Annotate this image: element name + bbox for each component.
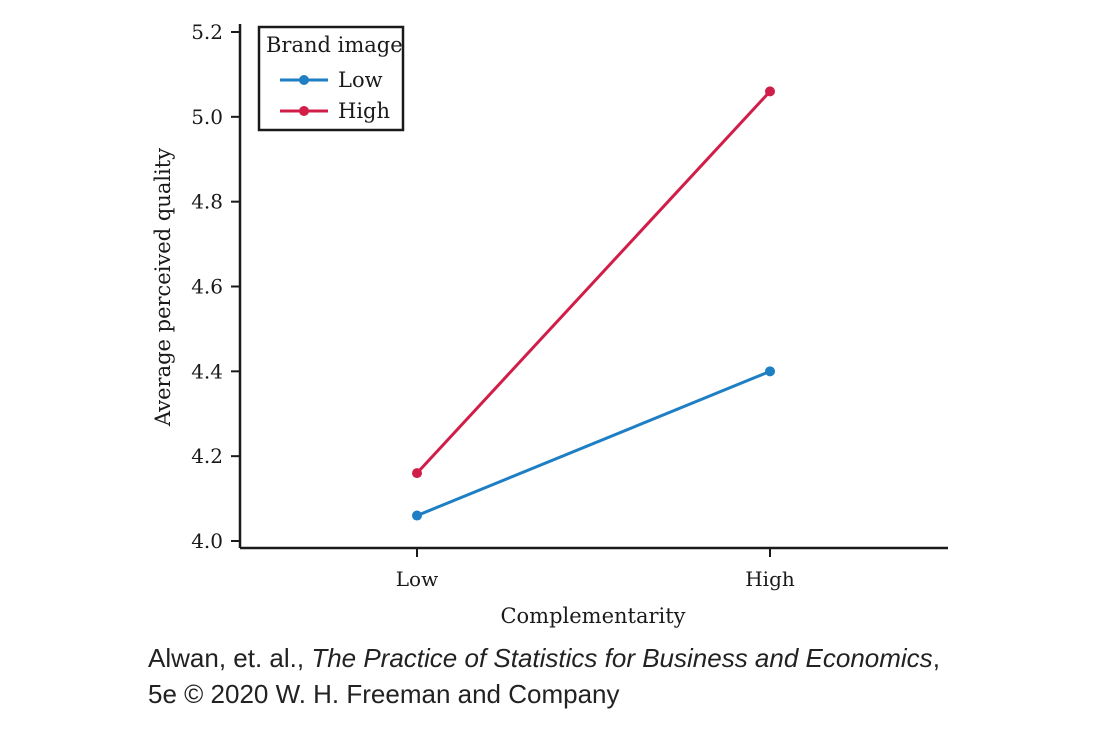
credit-authors: Alwan, et. al.,	[148, 643, 312, 673]
data-point	[765, 366, 775, 377]
series-line	[416, 369, 771, 517]
credit-line-2: 5e © 2020 W. H. Freeman and Company	[148, 679, 620, 709]
credit-book-title: The Practice of Statistics for Business …	[311, 643, 933, 673]
figure-credit: Alwan, et. al., The Practice of Statisti…	[148, 640, 940, 712]
y-tick-label: 4.2	[191, 444, 223, 468]
y-tick-label: 4.6	[191, 275, 223, 299]
x-axis-title: Complementarity	[500, 604, 685, 628]
y-tick-label: 5.2	[191, 20, 223, 44]
series-layer	[412, 86, 775, 521]
legend-swatch-marker	[299, 106, 309, 116]
data-point	[765, 86, 775, 97]
legend-entry-low: Low	[280, 68, 383, 92]
x-ticks: Low High	[396, 548, 795, 591]
y-ticks: 4.0 4.2 4.4 4.6 4.8 5.0 5.2	[191, 20, 240, 553]
data-point	[412, 510, 422, 521]
legend-entry-high: High	[280, 99, 390, 123]
y-axis-title: Average perceived quality	[151, 148, 175, 427]
y-tick-label: 4.8	[191, 190, 223, 214]
series-high	[412, 86, 775, 479]
y-tick-label: 4.0	[191, 529, 223, 553]
credit-line-1: Alwan, et. al., The Practice of Statisti…	[148, 640, 940, 676]
legend-title: Brand image	[266, 33, 403, 57]
y-tick-label: 5.0	[191, 105, 223, 129]
series-low	[412, 366, 775, 521]
legend-label: High	[338, 99, 390, 123]
y-tick-label: 4.4	[191, 359, 223, 383]
x-tick-label: Low	[396, 567, 438, 591]
legend-label: Low	[338, 68, 383, 92]
legend: Brand image Low High	[257, 25, 405, 132]
credit-comma: ,	[932, 643, 940, 673]
legend-swatch-marker	[299, 75, 309, 85]
x-tick-label: High	[745, 567, 795, 591]
series-line	[415, 90, 772, 475]
line-chart: 4.0 4.2 4.4 4.6 4.8 5.0 5.2 Low High Complement…	[151, 20, 948, 628]
data-point	[412, 468, 422, 479]
